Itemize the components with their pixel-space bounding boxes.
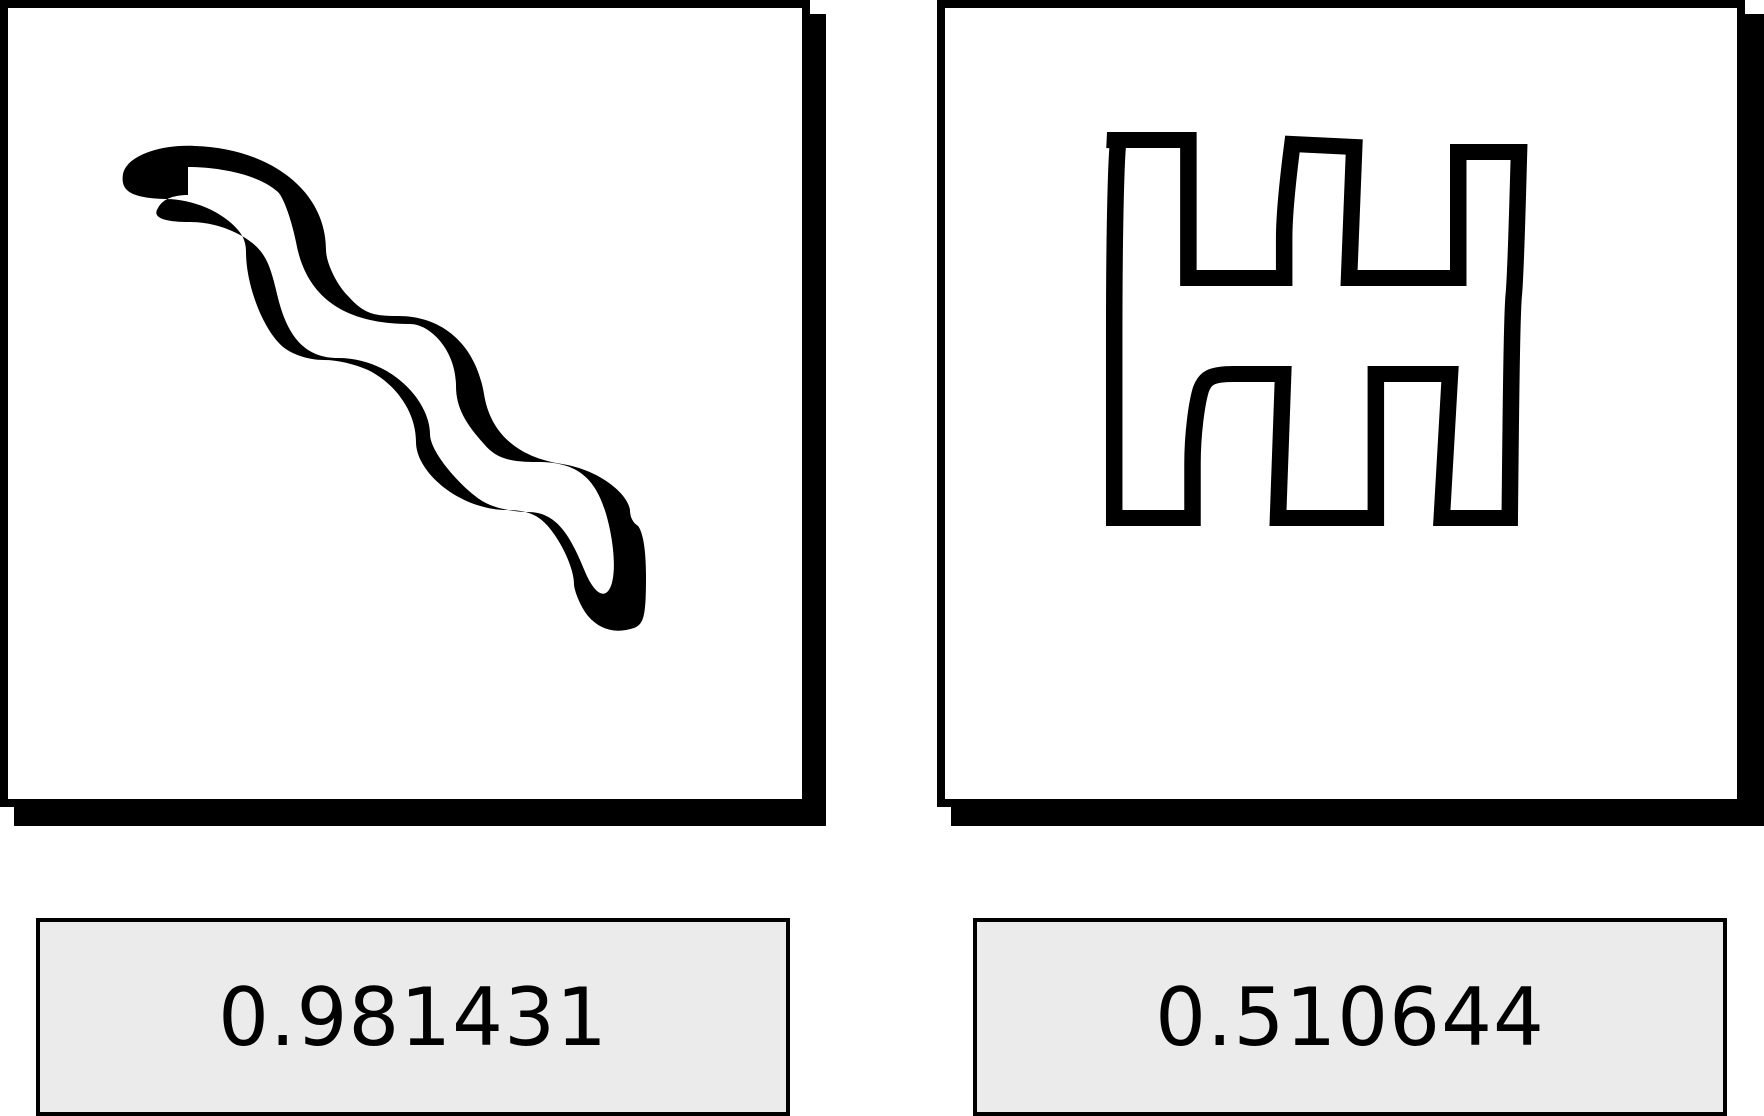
- score-left-value: 0.981431: [218, 970, 608, 1064]
- shape-tile-left[interactable]: [0, 0, 810, 807]
- shape-tile-right[interactable]: [937, 0, 1745, 807]
- castle-h-icon: [1105, 132, 1528, 526]
- score-right: 0.510644: [973, 918, 1727, 1116]
- score-right-value: 0.510644: [1155, 970, 1545, 1064]
- score-left: 0.981431: [36, 918, 790, 1116]
- squiggle-icon: [122, 145, 647, 631]
